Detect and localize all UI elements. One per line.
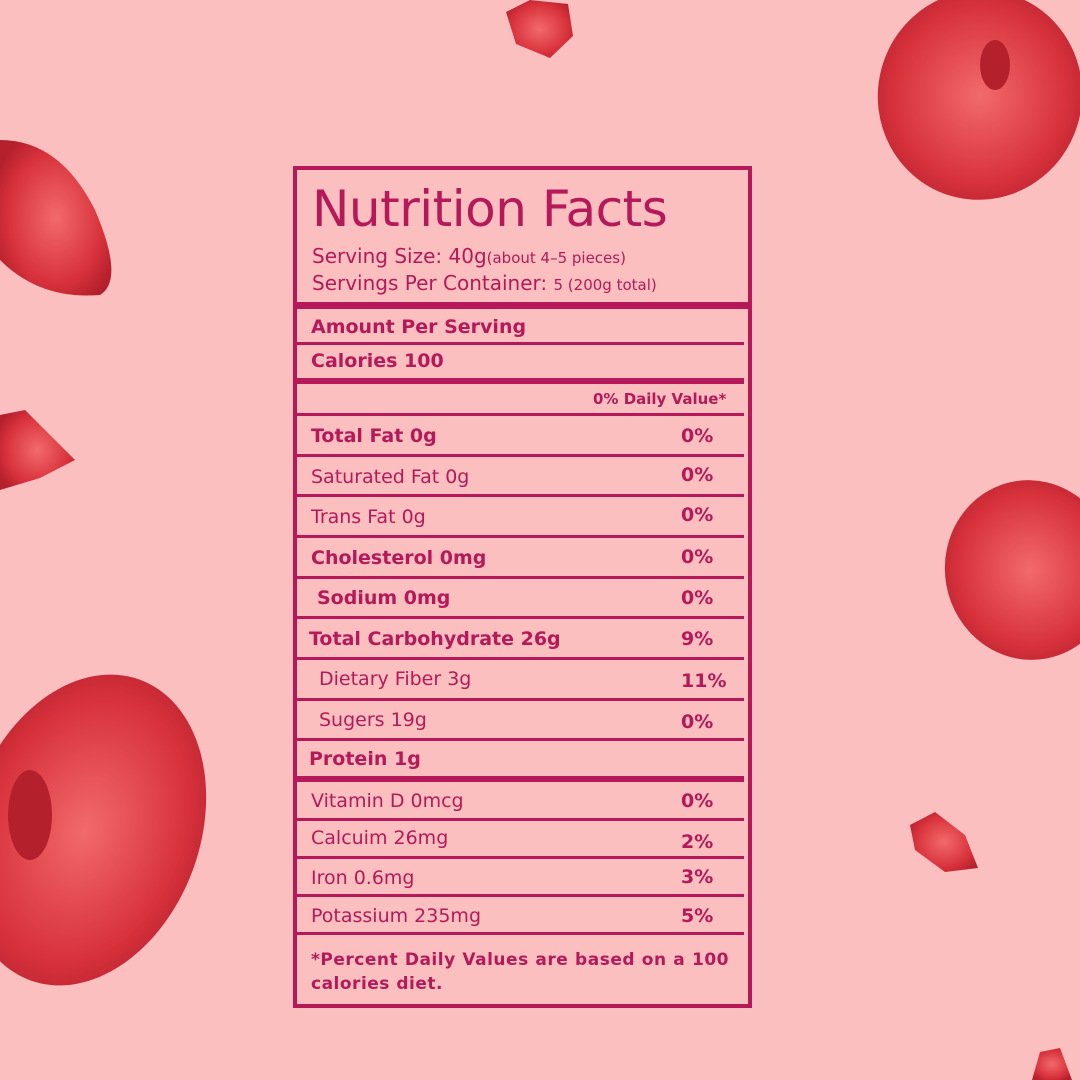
nutrition-facts-label: Nutrition Facts Serving Size: 40g(about … <box>293 166 752 1008</box>
nutrient-row: Cholesterol 0mg 0% <box>297 538 744 579</box>
nutrient-row: Sugers 19g 0% <box>297 701 744 741</box>
nutrient-row: Sodium 0mg 0% <box>297 579 744 619</box>
footnote: *Percent Daily Values are based on a 100… <box>311 950 729 994</box>
nutrient-row: Iron 0.6mg 3% <box>297 859 744 897</box>
nutrient-row: Trans Fat 0g 0% <box>297 497 744 538</box>
nutrient-row: Saturated Fat 0g 0% <box>297 457 744 497</box>
amount-per-serving-row: Amount Per Serving <box>297 309 744 345</box>
servings-per-container: Servings Per Container: 5 (200g total) <box>312 271 657 295</box>
calories-row: Calories 100 <box>297 345 744 384</box>
daily-value-header-row: 0% Daily Value* <box>297 384 744 416</box>
nutrient-row: Potassium 235mg 5% <box>297 897 744 935</box>
nutrient-row: Calcuim 26mg 2% <box>297 821 744 859</box>
nutrient-row: Total Carbohydrate 26g 9% <box>297 619 744 660</box>
serving-size: Serving Size: 40g(about 4–5 pieces) <box>312 244 626 268</box>
nutrient-row: Dietary Fiber 3g 11% <box>297 660 744 701</box>
label-header: Nutrition Facts Serving Size: 40g(about … <box>297 170 748 309</box>
nutrient-row: Protein 1g <box>297 741 744 782</box>
nutrient-row: Total Fat 0g 0% <box>297 416 744 457</box>
nutrient-row: Vitamin D 0mcg 0% <box>297 782 744 821</box>
label-title: Nutrition Facts <box>312 180 668 238</box>
